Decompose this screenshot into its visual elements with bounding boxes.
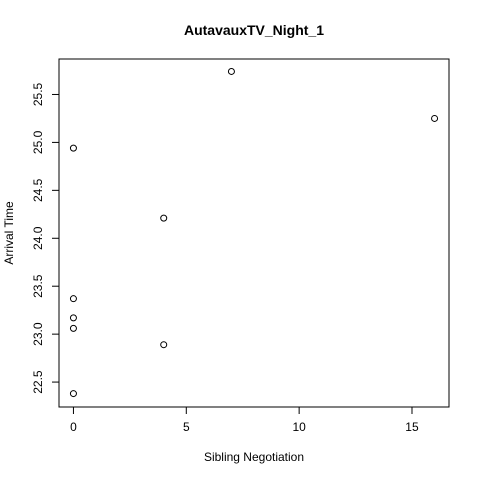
x-tick-label: 5	[183, 420, 190, 434]
x-tick-label: 0	[70, 420, 77, 434]
data-points	[69, 67, 439, 398]
data-point	[69, 295, 77, 303]
y-axis-title: Arrival Time	[2, 201, 16, 265]
data-point	[69, 390, 77, 398]
plot-frame	[58, 58, 450, 408]
y-tick-label: 24.5	[31, 178, 45, 202]
data-point	[227, 67, 235, 75]
data-point	[69, 314, 77, 322]
data-point	[160, 341, 168, 349]
y-tick-label: 22.5	[31, 370, 45, 394]
y-tick-label: 25.5	[31, 82, 45, 106]
y-axis: 22.5 23.0 23.5 24.0 24.5 25.0 25.5	[31, 82, 60, 394]
data-point	[431, 114, 439, 122]
y-tick-label: 23.0	[31, 322, 45, 346]
data-point	[69, 324, 77, 332]
y-tick-label: 24.0	[31, 226, 45, 250]
chart-title: AutavauxTV_Night_1	[184, 22, 324, 38]
y-tick-label: 23.5	[31, 274, 45, 298]
data-point	[69, 144, 77, 152]
data-point	[160, 214, 168, 222]
y-tick-label: 25.0	[31, 130, 45, 154]
x-tick-label: 15	[405, 420, 419, 434]
x-axis-title: Sibling Negotiation	[204, 450, 304, 464]
x-tick-label: 10	[292, 420, 306, 434]
x-axis: 0 5 10 15	[70, 406, 419, 434]
